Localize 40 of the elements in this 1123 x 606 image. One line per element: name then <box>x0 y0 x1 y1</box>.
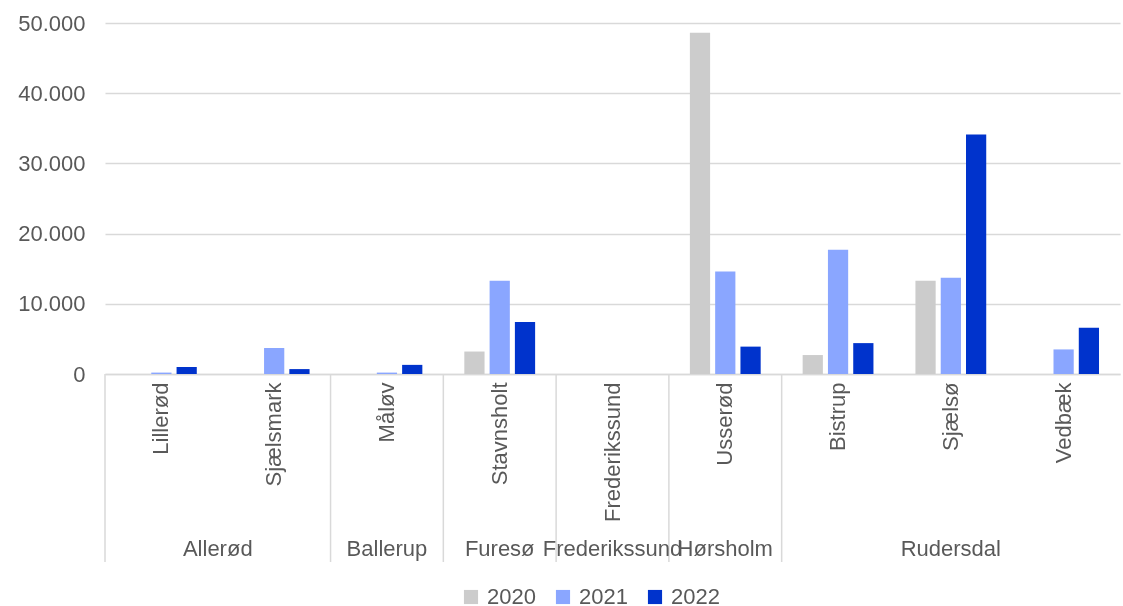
bar <box>802 355 823 374</box>
x-tick-label: Bistrup <box>825 382 851 451</box>
bar <box>464 351 485 374</box>
x-tick-label: Frederikssund <box>599 382 625 522</box>
y-tick-label: 30.000 <box>18 150 86 176</box>
bar <box>289 369 310 374</box>
text: Allerød <box>182 536 253 561</box>
bar <box>915 280 936 374</box>
bar <box>966 134 987 374</box>
y-tick-label: 50.000 <box>18 10 86 36</box>
y-tick-label: 40.000 <box>18 80 86 106</box>
bar <box>264 348 285 374</box>
x-tick-label: Sjælsø <box>937 382 963 451</box>
x-tick-label: Måløv <box>373 382 399 443</box>
bar <box>514 322 536 374</box>
bar <box>176 366 197 374</box>
legend-label: 2022 <box>671 584 720 606</box>
bar <box>827 249 849 374</box>
x-tick-label: Usserød <box>712 382 738 466</box>
x-tick-label: Stavnsholt <box>486 382 512 486</box>
y-tick-label: 0 <box>73 361 86 387</box>
bar <box>1053 349 1074 374</box>
y-tick-label: 10.000 <box>18 291 86 317</box>
bar <box>489 280 510 374</box>
x-tick-label: Sjælsmark <box>261 381 287 487</box>
legend-label: 2020 <box>487 584 536 606</box>
text: Ballerup <box>346 536 428 561</box>
bar <box>740 346 761 374</box>
legend-label: 2021 <box>579 584 628 606</box>
bar <box>689 32 711 374</box>
bar <box>940 277 961 374</box>
x-tick-label: Vedbæk <box>1050 381 1076 464</box>
text: Rudersdal <box>900 536 1001 561</box>
bar <box>853 343 874 374</box>
y-tick-label: 20.000 <box>18 221 86 247</box>
bar <box>1078 327 1100 374</box>
bar <box>402 364 423 374</box>
text: Furesø <box>464 536 535 561</box>
x-tick-label: Lillerød <box>148 382 174 455</box>
bar <box>715 271 736 374</box>
